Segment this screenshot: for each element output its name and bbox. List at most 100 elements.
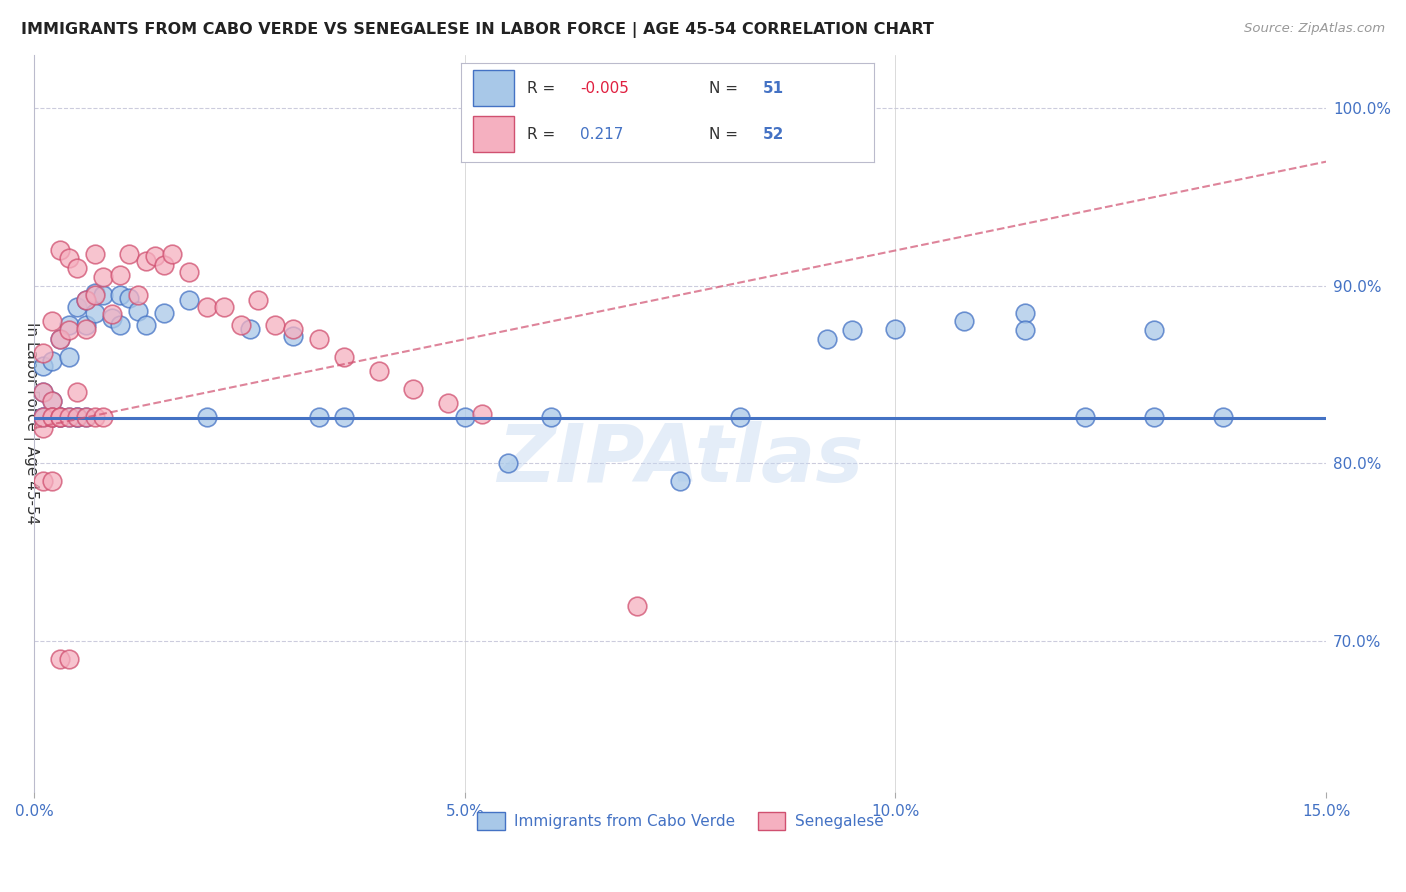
Point (160, 247, 183, 261)
Point (41, 410, 63, 425)
Point (1014, 323, 1036, 337)
Point (195, 300, 218, 314)
Point (75, 410, 97, 425)
Point (229, 318, 252, 332)
Point (626, 599, 648, 613)
Point (143, 249, 166, 263)
Point (454, 410, 477, 425)
Text: IMMIGRANTS FROM CABO VERDE VS SENEGALESE IN LABOR FORCE | AGE 45-54 CORRELATION : IMMIGRANTS FROM CABO VERDE VS SENEGALESE… (21, 22, 934, 38)
Point (91, 288, 114, 302)
Point (49, 410, 72, 425)
Point (49, 332, 72, 346)
Point (91, 270, 114, 285)
Point (127, 303, 149, 318)
Point (83, 247, 105, 261)
Point (41, 314, 63, 328)
Point (41, 394, 63, 409)
Point (75, 293, 97, 307)
Point (333, 410, 356, 425)
Point (83, 305, 105, 319)
Point (239, 321, 262, 335)
Point (436, 396, 458, 410)
Point (41, 410, 63, 425)
Point (41, 475, 63, 489)
Point (66, 300, 89, 314)
Point (66, 410, 89, 425)
Text: Source: ZipAtlas.com: Source: ZipAtlas.com (1244, 22, 1385, 36)
Point (179, 293, 201, 307)
Point (75, 321, 97, 335)
Point (66, 385, 89, 400)
Point (402, 382, 425, 396)
Point (49, 244, 72, 258)
Point (58, 652, 80, 666)
Point (49, 410, 72, 425)
Point (32, 410, 55, 425)
Point (75, 318, 97, 332)
Point (32, 475, 55, 489)
Point (41, 410, 63, 425)
Point (49, 332, 72, 346)
Point (75, 293, 97, 307)
Point (66, 261, 89, 276)
Point (1143, 323, 1166, 337)
Point (281, 328, 304, 343)
Point (41, 394, 63, 409)
Point (1014, 305, 1036, 319)
Point (75, 410, 97, 425)
Point (32, 421, 55, 435)
Point (66, 410, 89, 425)
Point (101, 307, 124, 321)
Point (212, 300, 235, 314)
Point (91, 410, 114, 425)
Point (49, 410, 72, 425)
Point (58, 251, 80, 265)
Point (247, 293, 270, 307)
Point (49, 652, 72, 666)
Text: ZIPAtlas: ZIPAtlas (498, 421, 863, 500)
Point (32, 385, 55, 400)
Point (135, 318, 157, 332)
Point (32, 346, 55, 360)
Point (41, 410, 63, 425)
Legend: Immigrants from Cabo Verde, Senegalese: Immigrants from Cabo Verde, Senegalese (471, 806, 890, 836)
Point (195, 410, 218, 425)
Point (58, 323, 80, 337)
Point (815, 332, 838, 346)
Point (367, 364, 389, 378)
Point (32, 359, 55, 373)
Point (540, 410, 562, 425)
Point (884, 321, 907, 335)
Point (152, 258, 174, 272)
Point (953, 314, 976, 328)
Point (58, 410, 80, 425)
Point (471, 407, 494, 421)
Point (333, 350, 356, 364)
Point (41, 353, 63, 368)
Point (841, 323, 863, 337)
Point (1074, 410, 1097, 425)
Point (110, 288, 132, 302)
Point (101, 310, 124, 325)
Point (83, 288, 105, 302)
Point (308, 410, 330, 425)
Point (669, 475, 692, 489)
Point (281, 321, 304, 335)
Point (58, 350, 80, 364)
Point (127, 288, 149, 302)
Point (32, 385, 55, 400)
Point (264, 318, 287, 332)
Point (496, 457, 519, 471)
Point (83, 286, 105, 301)
Point (32, 410, 55, 425)
Point (118, 292, 141, 306)
Point (66, 410, 89, 425)
Point (730, 410, 752, 425)
Point (110, 318, 132, 332)
Point (308, 332, 330, 346)
Point (179, 265, 201, 279)
Point (152, 305, 174, 319)
Point (58, 318, 80, 332)
Point (83, 410, 105, 425)
Point (1212, 410, 1234, 425)
